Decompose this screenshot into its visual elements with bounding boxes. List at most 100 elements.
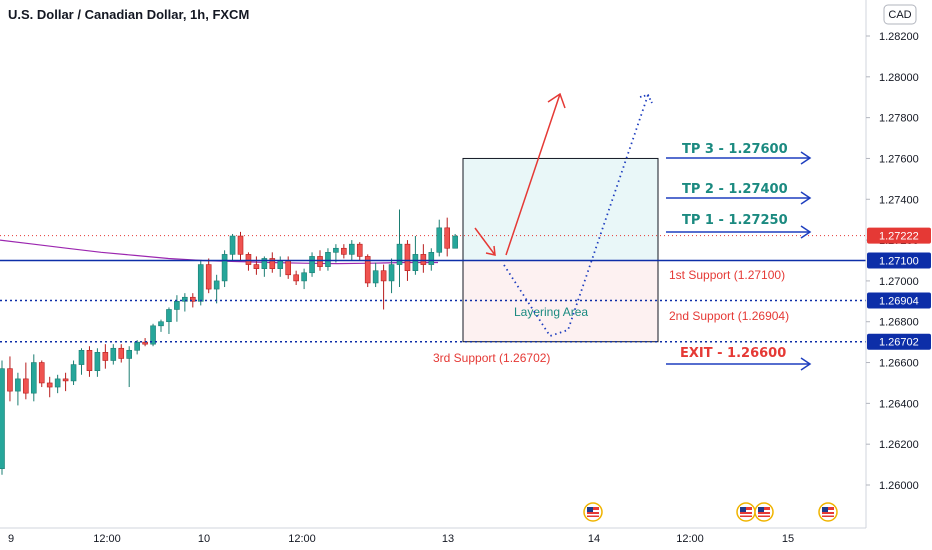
candle[interactable]: [261, 256, 268, 277]
candle[interactable]: [372, 262, 379, 288]
candle-body: [412, 254, 419, 272]
candle[interactable]: [166, 307, 172, 334]
flag-stripe-white: [740, 514, 752, 516]
time-tick-label: 12:00: [676, 533, 704, 545]
flag-stripe-white: [822, 514, 834, 516]
candle[interactable]: [229, 233, 236, 261]
candle[interactable]: [174, 295, 180, 322]
candle[interactable]: [190, 293, 196, 308]
candle[interactable]: [277, 256, 284, 277]
tp1-arrow: [666, 225, 812, 239]
candle-body: [372, 270, 379, 284]
price-tick-label: 1.26400: [879, 398, 919, 410]
us-flag-event-icon[interactable]: [754, 502, 774, 522]
candle[interactable]: [54, 374, 61, 394]
candle-body: [46, 382, 53, 388]
candle[interactable]: [333, 244, 339, 263]
candle-body: [78, 349, 85, 365]
candle-body: [325, 252, 331, 267]
candle[interactable]: [309, 252, 315, 277]
candle[interactable]: [444, 217, 451, 257]
candle[interactable]: [0, 360, 5, 475]
candle[interactable]: [420, 244, 427, 273]
candle[interactable]: [341, 244, 347, 259]
candle-body: [317, 256, 323, 267]
red-up-arrow-head: [547, 92, 566, 109]
candle[interactable]: [94, 348, 101, 377]
candle[interactable]: [23, 362, 29, 400]
candle[interactable]: [134, 340, 140, 355]
candle[interactable]: [126, 346, 132, 388]
candle[interactable]: [237, 231, 244, 261]
candle[interactable]: [197, 260, 204, 306]
candle[interactable]: [221, 250, 228, 288]
time-tick-label: 9: [8, 533, 14, 545]
candle[interactable]: [301, 268, 307, 290]
candle-body: [54, 378, 61, 388]
candle-body: [213, 280, 220, 290]
candle-body: [15, 378, 21, 392]
exit-arrow: [666, 357, 812, 371]
candle[interactable]: [245, 252, 252, 271]
support3-label: 3rd Support (1.26702): [433, 351, 550, 365]
candle[interactable]: [46, 376, 53, 398]
candle[interactable]: [7, 356, 13, 402]
candle[interactable]: [182, 293, 188, 312]
candle[interactable]: [348, 240, 355, 261]
exit-arrow-head: [800, 357, 812, 371]
candle-body: [452, 235, 458, 249]
candle[interactable]: [380, 264, 387, 310]
candle-body: [245, 254, 252, 265]
tp1-arrow-head: [800, 225, 812, 239]
us-flag-event-icon[interactable]: [818, 502, 838, 522]
chart-title: U.S. Dollar / Canadian Dollar, 1h, FXCM: [8, 7, 249, 22]
candle[interactable]: [70, 360, 77, 385]
time-tick-label: 10: [198, 533, 210, 545]
candle[interactable]: [269, 252, 276, 273]
candle[interactable]: [86, 346, 93, 377]
candle-body: [158, 321, 164, 327]
candle-body: [309, 256, 315, 274]
candle[interactable]: [253, 256, 260, 275]
us-flag-event-icon[interactable]: [583, 502, 603, 522]
candle[interactable]: [38, 360, 45, 388]
candle-body: [420, 254, 427, 265]
candle-body: [428, 252, 435, 265]
candle[interactable]: [102, 344, 109, 369]
candle[interactable]: [293, 270, 299, 285]
candle[interactable]: [30, 354, 37, 402]
candle-body: [0, 368, 5, 469]
candle[interactable]: [396, 209, 403, 288]
candle[interactable]: [364, 254, 371, 288]
price-tick-label: 1.27000: [879, 276, 919, 288]
currency-badge[interactable]: CAD: [883, 4, 917, 25]
candle[interactable]: [412, 236, 419, 275]
us-flag-event-icon[interactable]: [736, 502, 756, 522]
price-tick-label: 1.27600: [879, 153, 919, 165]
candle[interactable]: [356, 242, 363, 261]
time-tick-label: 14: [588, 533, 600, 545]
candle-body: [356, 243, 363, 257]
candle[interactable]: [15, 372, 21, 406]
candle[interactable]: [213, 274, 220, 304]
candle-body: [182, 296, 188, 302]
candle-body: [285, 260, 292, 276]
flag-canton: [758, 507, 764, 512]
candle[interactable]: [325, 248, 331, 271]
currency-label: CAD: [888, 9, 911, 21]
time-tick-label: 15: [782, 533, 794, 545]
candle[interactable]: [110, 344, 117, 365]
candle[interactable]: [62, 372, 69, 392]
candle[interactable]: [118, 344, 125, 363]
candle[interactable]: [452, 233, 458, 249]
candle[interactable]: [158, 319, 164, 332]
candle[interactable]: [78, 348, 85, 375]
candle[interactable]: [428, 248, 435, 271]
candle[interactable]: [205, 258, 212, 294]
candle[interactable]: [388, 258, 395, 294]
candle[interactable]: [436, 219, 443, 257]
candle-body: [126, 349, 132, 359]
time-tick-label: 12:00: [93, 533, 121, 545]
candle[interactable]: [150, 323, 156, 347]
